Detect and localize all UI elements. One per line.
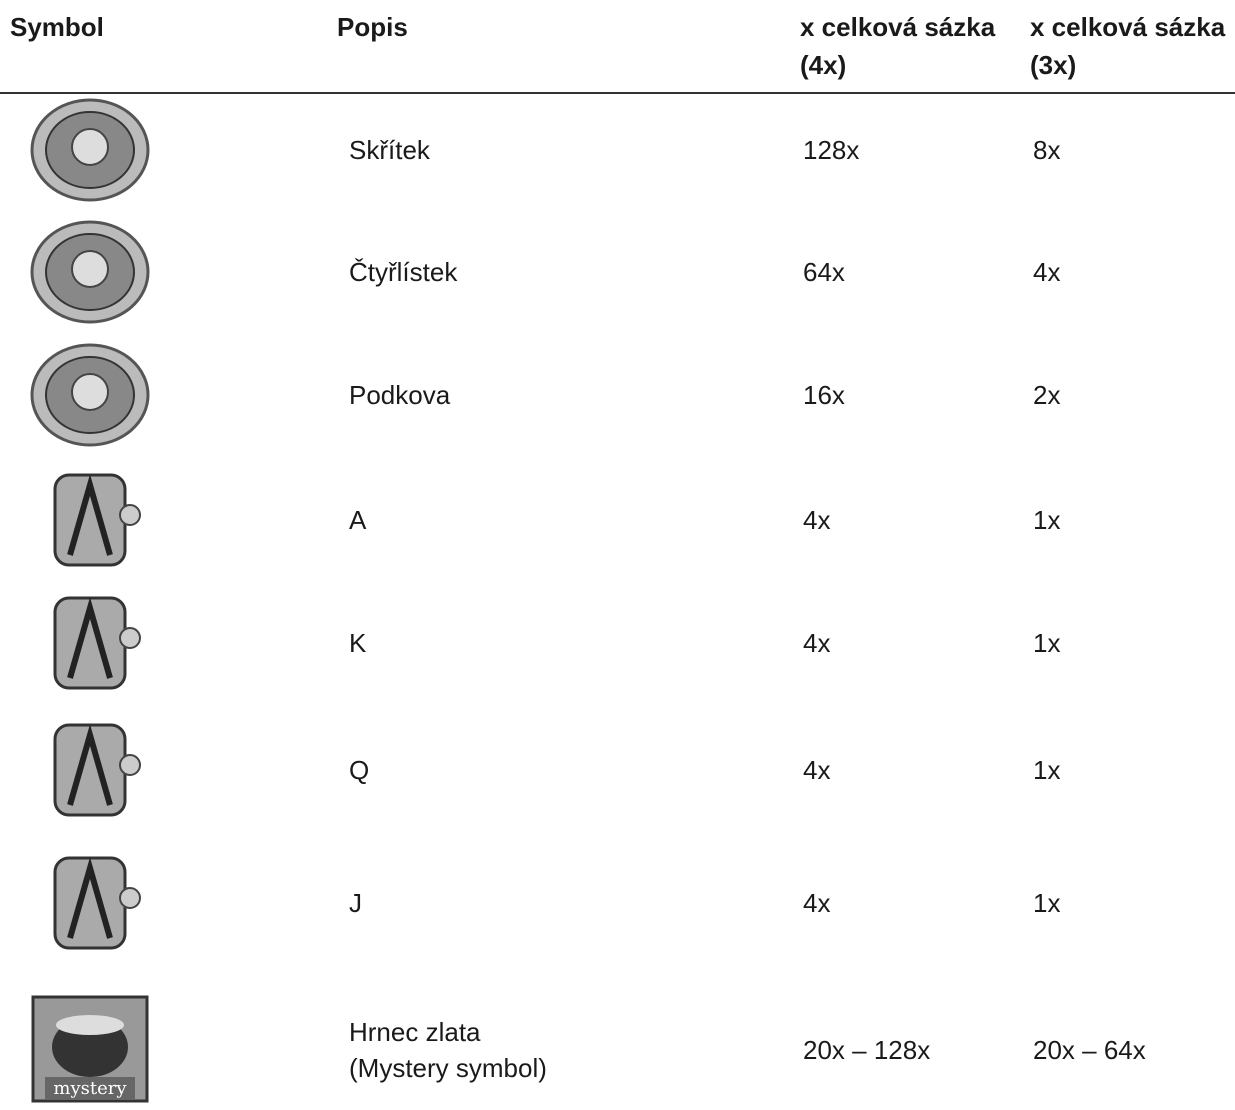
symbol-icon — [25, 95, 155, 205]
icon-art: mystery — [31, 995, 149, 1103]
symbol-icon — [25, 217, 155, 327]
description: Podkova — [349, 380, 451, 410]
payout-3x: 2x — [1033, 380, 1061, 410]
icon-shape — [67, 597, 113, 679]
icon-art — [53, 723, 141, 817]
payout-4x: 16x — [803, 380, 845, 410]
payout-3x: 8x — [1033, 135, 1061, 165]
header-cell: Popis — [337, 12, 408, 42]
symbol-icon — [25, 715, 155, 825]
icon-art — [53, 856, 141, 950]
payout-3x: 1x — [1033, 628, 1061, 658]
header-cell: x celková sázka (4x) — [800, 12, 996, 80]
payout-4x: 4x — [803, 628, 831, 658]
icon-shape — [119, 627, 141, 649]
symbol-icon — [25, 340, 155, 450]
description: A — [349, 505, 367, 535]
payout-3x: 1x — [1033, 888, 1061, 918]
description: Hrnec zlata — [349, 1017, 481, 1047]
header-cell: x celková sázka (3x) — [1030, 12, 1226, 80]
icon-shape — [67, 474, 113, 556]
description: J — [349, 888, 362, 918]
icon-shape — [71, 128, 109, 166]
payout-4x: 128x — [803, 135, 860, 165]
symbol-icon — [25, 588, 155, 698]
icon-art — [30, 220, 150, 324]
payout-4x: 20x – 128x — [803, 1035, 931, 1065]
description: Čtyřlístek — [349, 257, 458, 287]
icon-shape — [67, 724, 113, 806]
header-rule — [0, 92, 1235, 94]
icon-shape — [119, 754, 141, 776]
icon-shape — [119, 887, 141, 909]
icon-shape — [71, 250, 109, 288]
icon-shape — [67, 857, 113, 939]
icon-shape — [119, 504, 141, 526]
symbol-icon — [25, 848, 155, 958]
icon-shape — [45, 1077, 135, 1099]
payout-4x: 64x — [803, 257, 845, 287]
payout-3x: 1x — [1033, 755, 1061, 785]
payout-3x: 1x — [1033, 505, 1061, 535]
header-cell: Symbol — [10, 12, 104, 42]
description-note: (Mystery symbol) — [349, 1053, 547, 1083]
icon-art — [30, 98, 150, 202]
payout-4x: 4x — [803, 888, 831, 918]
icon-art — [30, 343, 150, 447]
icon-shape — [56, 1015, 124, 1035]
description: K — [349, 628, 367, 658]
icon-art — [53, 473, 141, 567]
icon-art — [53, 596, 141, 690]
icon-shape — [71, 373, 109, 411]
description: Q — [349, 755, 370, 785]
payout-4x: 4x — [803, 505, 831, 535]
payout-3x: 20x – 64x — [1033, 1035, 1146, 1065]
icon-shape: mystery — [53, 1078, 127, 1099]
payout-3x: 4x — [1033, 257, 1061, 287]
symbol-icon: mystery — [25, 995, 155, 1105]
payout-4x: 4x — [803, 755, 831, 785]
symbol-icon — [25, 465, 155, 575]
description: Skřítek — [349, 135, 430, 165]
